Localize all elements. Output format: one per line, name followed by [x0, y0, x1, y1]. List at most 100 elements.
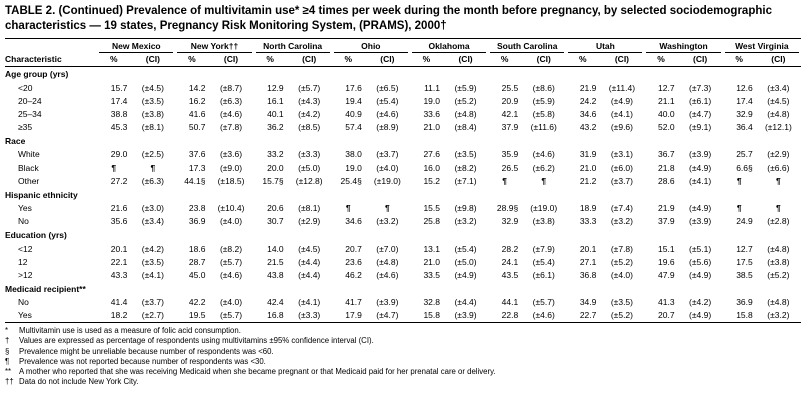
row-label: >12	[18, 269, 33, 280]
ci-value: (±4.9)	[689, 310, 712, 321]
ci-value: (±5.0)	[454, 256, 477, 267]
percent-value: 33.3	[579, 216, 597, 227]
ci-value: (±3.2)	[376, 216, 399, 227]
percent-header: %	[409, 52, 443, 67]
ci-value: (±4.9)	[454, 269, 477, 280]
ci-header: (CI)	[208, 52, 254, 67]
percent-value: 21.0	[579, 162, 597, 173]
percent-value: 31.9	[579, 149, 597, 160]
subheader-row: Characteristic% (CI)% (CI)% (CI)% (CI)% (CI)%…	[5, 52, 801, 67]
percent-value: 15.5	[423, 203, 440, 214]
percent-value: 28.2	[501, 243, 519, 254]
percent-value: 37.9	[501, 122, 519, 133]
ci-value: (±5.4)	[454, 243, 477, 254]
percent-value: 37.6	[188, 149, 206, 160]
ci-header: (CI)	[599, 52, 645, 67]
footnote: ¶ Prevalence was not reported because num…	[5, 357, 801, 367]
percent-value: 46.2	[345, 269, 362, 280]
percent-value: 40.9	[345, 108, 362, 119]
section-label: Education (yrs)	[5, 230, 67, 241]
ci-value: (±4.0)	[610, 269, 633, 280]
percent-value: 12.9	[267, 82, 284, 93]
percent-value: 17.4	[110, 95, 128, 106]
ci-value: ¶	[776, 203, 781, 214]
ci-value: (±4.5)	[141, 82, 164, 93]
prevalence-table: New Mexico New York†† North Carolina Ohio Ok…	[5, 37, 801, 323]
row-label: Other	[18, 175, 40, 186]
percent-value: 41.3	[658, 297, 675, 308]
footnote-marker: **	[5, 367, 12, 377]
footnote: †† Data do not include New York City.	[5, 377, 801, 387]
ci-value: (±9.1)	[689, 122, 712, 133]
ci-value: (±7.3)	[689, 82, 712, 93]
percent-value: 19.4	[345, 95, 362, 106]
ci-value: (±2.5)	[141, 149, 164, 160]
ci-value: (±4.6)	[219, 108, 243, 119]
percent-header: %	[175, 52, 209, 67]
ci-header: (CI)	[443, 52, 489, 67]
ci-value: (±3.1)	[610, 149, 633, 160]
ci-value: (±5.9)	[454, 82, 477, 93]
percent-value: 28.7	[188, 256, 206, 267]
footnote-marker: †	[5, 336, 10, 346]
footnote: † Values are expressed as percentage of r…	[5, 336, 801, 346]
ci-value: (±5.2)	[610, 256, 633, 267]
ci-value: (±3.2)	[767, 310, 790, 321]
data-row: ≥35 45.3 (±8.1) 50.7 (±7.8) 36.2 (±8.5) 57.4 (±8…	[5, 121, 801, 134]
section-row: Hispanic ethnicity	[5, 187, 801, 201]
data-row: Yes 21.6 (±3.0) 23.8 (±10.4) 20.6 (±8.1) ¶ ¶ 15.5…	[5, 201, 801, 214]
percent-value: 24.9	[736, 216, 753, 227]
row-label: 25–34	[18, 108, 42, 119]
percent-value: 27.1	[579, 256, 597, 267]
ci-value: (±3.7)	[610, 175, 633, 186]
ci-value: (±6.1)	[532, 269, 555, 280]
ci-value: (±5.7)	[532, 297, 555, 308]
state-header: Utah	[566, 38, 644, 53]
percent-value: 42.1	[501, 108, 519, 119]
percent-value: 20.0	[267, 162, 284, 173]
ci-value: (±4.5)	[298, 243, 321, 254]
ci-value: (±4.9)	[689, 269, 712, 280]
ci-value: (±12.1)	[764, 122, 792, 133]
ci-value: (±4.6)	[532, 149, 555, 160]
data-row: 20–24 17.4 (±3.5) 16.2 (±6.3) 16.1 (±4.3) 19.4 (…	[5, 94, 801, 107]
data-row: 25–34 38.8 (±3.8) 41.6 (±4.6) 40.1 (±4.2) 40.9 (…	[5, 107, 801, 120]
table-body: Age group (yrs) <20 15.7 (±4.5) 14.2 (±8.7) 12…	[5, 66, 801, 322]
ci-value: (±3.5)	[610, 297, 633, 308]
footnote: ** A mother who reported that she was rec…	[5, 367, 801, 377]
ci-value: (±4.7)	[689, 108, 712, 119]
characteristic-header: Characteristic	[5, 52, 98, 67]
ci-value: (±4.9)	[689, 203, 712, 214]
ci-value: (±3.2)	[454, 216, 477, 227]
ci-header: (CI)	[677, 52, 723, 67]
state-name: Utah	[568, 39, 643, 53]
section-label: Hispanic ethnicity	[5, 189, 78, 200]
state-name: Oklahoma	[411, 39, 487, 53]
row-label: Yes	[18, 310, 32, 321]
ci-value: (±10.4)	[217, 203, 245, 214]
row-label: Black	[18, 162, 39, 173]
footnote-text: A mother who reported that she was recei…	[19, 367, 496, 377]
section-label: Medicaid recipient**	[5, 284, 86, 294]
percent-value: 20.6	[267, 203, 284, 214]
row-label: 20–24	[18, 95, 42, 106]
footnote-marker: §	[5, 346, 10, 356]
ci-value: (±3.9)	[376, 297, 399, 308]
percent-value: ¶	[345, 203, 351, 214]
ci-value: (±8.6)	[532, 82, 555, 93]
percent-value: 16.1	[267, 95, 284, 106]
percent-value: 17.5	[736, 256, 753, 267]
state-name: North Carolina	[255, 39, 330, 53]
ci-value: (±3.0)	[141, 203, 164, 214]
percent-value: 34.6	[579, 108, 597, 119]
percent-value: 22.8	[501, 310, 519, 321]
footnote-text: Prevalence was not reported because numb…	[19, 356, 266, 366]
percent-value: 36.4	[736, 122, 753, 133]
ci-value: (±4.8)	[767, 243, 790, 254]
percent-value: 16.8	[267, 310, 284, 321]
ci-value: (±5.7)	[219, 310, 243, 321]
percent-value: 26.5	[501, 162, 519, 173]
table-header: New Mexico New York†† North Carolina Ohio Ok…	[5, 38, 801, 67]
state-name: West Virginia	[724, 39, 799, 53]
ci-value: (±2.9)	[298, 216, 321, 227]
